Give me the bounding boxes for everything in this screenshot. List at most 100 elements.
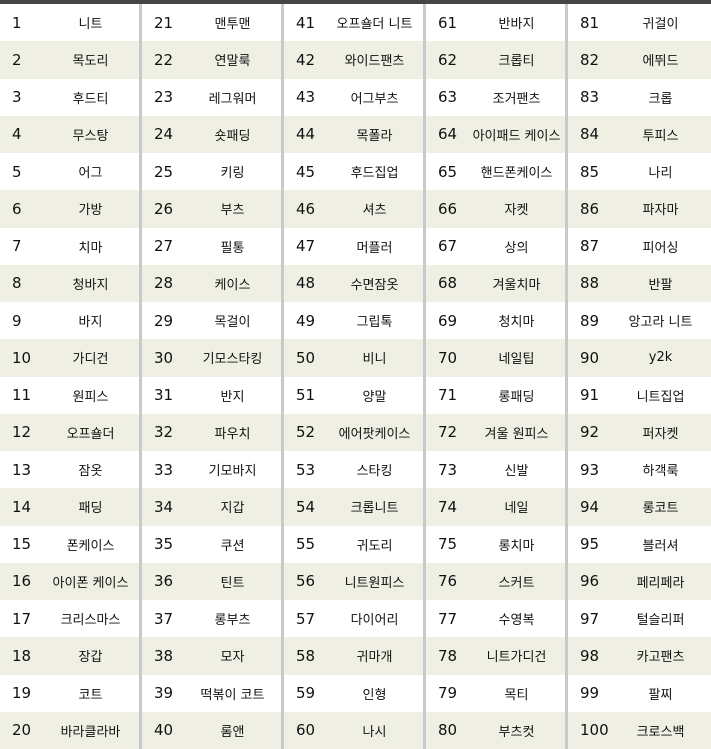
ranking-row[interactable]: 11 원피스 (0, 377, 139, 414)
ranking-row[interactable]: 33 기모바지 (142, 451, 281, 488)
ranking-row[interactable]: 91 니트집업 (568, 377, 711, 414)
ranking-row[interactable]: 86 파자마 (568, 190, 711, 228)
ranking-row[interactable]: 35 쿠션 (142, 526, 281, 563)
ranking-row[interactable]: 16 아이폰 케이스 (0, 562, 139, 600)
ranking-row[interactable]: 83 크롭 (568, 79, 711, 116)
ranking-row[interactable]: 64 아이패드 케이스 (426, 115, 565, 153)
ranking-row[interactable]: 95 블러셔 (568, 526, 711, 563)
ranking-row[interactable]: 70 네일팁 (426, 339, 565, 377)
ranking-row[interactable]: 10 가디건 (0, 339, 139, 377)
ranking-row[interactable]: 87 피어싱 (568, 228, 711, 265)
ranking-row[interactable]: 96 페리페라 (568, 562, 711, 600)
ranking-row[interactable]: 5 어그 (0, 153, 139, 190)
ranking-row[interactable]: 45 후드집업 (284, 153, 423, 190)
ranking-row[interactable]: 27 필통 (142, 228, 281, 265)
ranking-row[interactable]: 81 귀걸이 (568, 4, 711, 41)
ranking-row[interactable]: 80 부츠컷 (426, 711, 565, 749)
ranking-row[interactable]: 60 나시 (284, 711, 423, 749)
ranking-row[interactable]: 44 목폴라 (284, 115, 423, 153)
ranking-row[interactable]: 2 목도리 (0, 41, 139, 79)
ranking-row[interactable]: 82 에뛰드 (568, 41, 711, 79)
ranking-row[interactable]: 1 니트 (0, 4, 139, 41)
ranking-row[interactable]: 46 셔츠 (284, 190, 423, 228)
ranking-row[interactable]: 50 비니 (284, 339, 423, 377)
ranking-row[interactable]: 19 코트 (0, 675, 139, 712)
ranking-row[interactable]: 22 연말룩 (142, 41, 281, 79)
ranking-row[interactable]: 84 투피스 (568, 115, 711, 153)
ranking-row[interactable]: 67 상의 (426, 228, 565, 265)
ranking-row[interactable]: 89 앙고라 니트 (568, 302, 711, 339)
ranking-row[interactable]: 6 가방 (0, 190, 139, 228)
ranking-row[interactable]: 17 크리스마스 (0, 600, 139, 637)
ranking-row[interactable]: 30 기모스타킹 (142, 339, 281, 377)
ranking-row[interactable]: 25 키링 (142, 153, 281, 190)
ranking-row[interactable]: 62 크롭티 (426, 41, 565, 79)
ranking-row[interactable]: 94 롱코트 (568, 488, 711, 526)
ranking-row[interactable]: 13 잠옷 (0, 451, 139, 488)
ranking-row[interactable]: 97 털슬리퍼 (568, 600, 711, 637)
ranking-row[interactable]: 71 롱패딩 (426, 377, 565, 414)
ranking-row[interactable]: 56 니트원피스 (284, 562, 423, 600)
ranking-row[interactable]: 20 바라클라바 (0, 711, 139, 749)
ranking-row[interactable]: 40 롬앤 (142, 711, 281, 749)
ranking-row[interactable]: 9 바지 (0, 302, 139, 339)
ranking-row[interactable]: 7 치마 (0, 228, 139, 265)
ranking-row[interactable]: 14 패딩 (0, 488, 139, 526)
ranking-row[interactable]: 28 케이스 (142, 264, 281, 302)
ranking-row[interactable]: 92 퍼자켓 (568, 413, 711, 451)
ranking-row[interactable]: 61 반바지 (426, 4, 565, 41)
ranking-row[interactable]: 93 하객룩 (568, 451, 711, 488)
ranking-row[interactable]: 63 조거팬츠 (426, 79, 565, 116)
ranking-row[interactable]: 47 머플러 (284, 228, 423, 265)
ranking-row[interactable]: 73 신발 (426, 451, 565, 488)
ranking-row[interactable]: 54 크롭니트 (284, 488, 423, 526)
ranking-row[interactable]: 75 롱치마 (426, 526, 565, 563)
ranking-row[interactable]: 99 팔찌 (568, 675, 711, 712)
ranking-row[interactable]: 51 양말 (284, 377, 423, 414)
ranking-row[interactable]: 18 장갑 (0, 637, 139, 675)
ranking-row[interactable]: 72 겨울 원피스 (426, 413, 565, 451)
ranking-row[interactable]: 3 후드티 (0, 79, 139, 116)
ranking-row[interactable]: 57 다이어리 (284, 600, 423, 637)
ranking-row[interactable]: 34 지갑 (142, 488, 281, 526)
ranking-row[interactable]: 41 오프숄더 니트 (284, 4, 423, 41)
ranking-row[interactable]: 100 크로스백 (568, 711, 711, 749)
ranking-row[interactable]: 68 겨울치마 (426, 264, 565, 302)
ranking-row[interactable]: 12 오프숄더 (0, 413, 139, 451)
ranking-row[interactable]: 21 맨투맨 (142, 4, 281, 41)
ranking-row[interactable]: 98 카고팬츠 (568, 637, 711, 675)
ranking-row[interactable]: 85 나리 (568, 153, 711, 190)
ranking-row[interactable]: 36 틴트 (142, 562, 281, 600)
ranking-row[interactable]: 38 모자 (142, 637, 281, 675)
ranking-row[interactable]: 77 수영복 (426, 600, 565, 637)
ranking-row[interactable]: 15 폰케이스 (0, 526, 139, 563)
ranking-row[interactable]: 29 목걸이 (142, 302, 281, 339)
ranking-row[interactable]: 4 무스탕 (0, 115, 139, 153)
ranking-row[interactable]: 39 떡볶이 코트 (142, 675, 281, 712)
ranking-row[interactable]: 23 레그워머 (142, 79, 281, 116)
ranking-row[interactable]: 65 핸드폰케이스 (426, 153, 565, 190)
ranking-row[interactable]: 49 그립톡 (284, 302, 423, 339)
ranking-row[interactable]: 69 청치마 (426, 302, 565, 339)
ranking-row[interactable]: 58 귀마개 (284, 637, 423, 675)
ranking-row[interactable]: 55 귀도리 (284, 526, 423, 563)
ranking-row[interactable]: 37 롱부츠 (142, 600, 281, 637)
ranking-row[interactable]: 52 에어팟케이스 (284, 413, 423, 451)
ranking-row[interactable]: 8 청바지 (0, 264, 139, 302)
ranking-row[interactable]: 79 목티 (426, 675, 565, 712)
ranking-row[interactable]: 48 수면잠옷 (284, 264, 423, 302)
ranking-row[interactable]: 66 자켓 (426, 190, 565, 228)
ranking-row[interactable]: 78 니트가디건 (426, 637, 565, 675)
ranking-row[interactable]: 32 파우치 (142, 413, 281, 451)
ranking-row[interactable]: 90 y2k (568, 339, 711, 377)
ranking-row[interactable]: 42 와이드팬츠 (284, 41, 423, 79)
ranking-row[interactable]: 88 반팔 (568, 264, 711, 302)
ranking-row[interactable]: 26 부츠 (142, 190, 281, 228)
ranking-row[interactable]: 31 반지 (142, 377, 281, 414)
ranking-row[interactable]: 74 네일 (426, 488, 565, 526)
ranking-row[interactable]: 59 인형 (284, 675, 423, 712)
ranking-row[interactable]: 53 스타킹 (284, 451, 423, 488)
ranking-row[interactable]: 43 어그부츠 (284, 79, 423, 116)
ranking-row[interactable]: 24 숏패딩 (142, 115, 281, 153)
ranking-row[interactable]: 76 스커트 (426, 562, 565, 600)
